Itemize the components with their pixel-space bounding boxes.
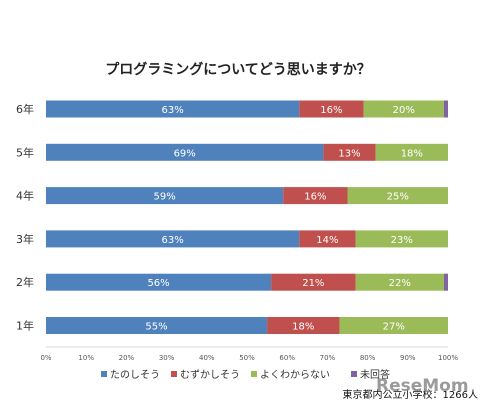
logo-wordmark: ReseMom [376,376,469,396]
x-tick-label: 80% [360,354,376,362]
data-label: 16% [320,105,342,116]
bar-segment [46,230,300,248]
y-tick-label: 4年 [16,189,34,203]
data-label: 18% [401,148,423,159]
bar-segment [443,273,448,291]
x-tick-label: 0% [40,354,51,362]
data-label: 59% [153,192,175,203]
bar-segment [46,143,324,161]
data-label: 22% [389,278,411,289]
source-note: 東京都内公立小学校：1266人 [343,388,478,401]
data-label: 56% [147,278,169,289]
data-label: 18% [292,322,314,333]
bar-segment [267,317,340,334]
legend-swatch [171,371,177,377]
chart-title: プログラミングについてどう思いますか？ [105,61,371,78]
data-label: 63% [162,235,184,246]
x-tick-label: 70% [320,354,336,362]
bar-segment [299,230,356,248]
legend-label: 未回答 [360,368,390,381]
bar-segment [375,143,448,161]
legend-swatch [251,371,257,377]
data-label: 20% [393,105,415,116]
legend-swatch [101,371,107,377]
resemom-logo: ReseMom [376,376,469,396]
data-label: 63% [162,105,184,116]
x-tick-label: 50% [239,354,255,362]
x-axis: 0% 10% 20% 30% 40% 50% 60% 70% 80% 90% 100% [40,346,458,362]
data-label: 25% [387,192,409,203]
x-tick-label: 100% [438,354,458,362]
data-label: 16% [304,192,326,203]
bar-segment [271,273,356,291]
data-label: 21% [302,278,324,289]
bar-segment [355,273,444,291]
data-label: 14% [316,235,338,246]
x-tick-label: 20% [119,354,135,362]
legend: たのしそう むずかしそう よくわからない 未回答 [101,368,390,381]
bar-segment [46,100,300,118]
data-label: 13% [338,148,360,159]
x-tick-label: 40% [199,354,215,362]
legend-swatch [351,371,357,377]
y-tick-label: 6年 [16,102,34,116]
bar-segment [363,100,444,118]
bar-segment [443,100,448,118]
bar-segment [323,143,376,161]
y-tick-label: 2年 [16,275,34,289]
bar-segment [355,230,448,248]
y-tick-label: 1年 [16,319,34,333]
data-label: 69% [174,148,196,159]
data-label: 27% [383,322,405,333]
legend-label: よくわからない [260,369,330,381]
bar-segment [46,273,272,291]
y-tick-label: 3年 [16,232,34,246]
bar-segment [46,317,268,334]
data-label: 55% [145,322,167,333]
x-tick-label: 30% [159,354,175,362]
x-tick-label: 90% [400,354,416,362]
bar-segment [347,187,448,205]
y-tick-label: 5年 [16,145,34,159]
bar-segment [46,187,284,205]
x-tick-label: 60% [279,354,295,362]
bar-segment [283,187,348,205]
data-label: 23% [391,235,413,246]
y-axis-labels: 6年 5年 4年 3年 2年 1年 [16,102,34,333]
bars-group: 63% 16% 20% 69% 13% 18% 59% 16% 25% 63% 14% 23% 56% 2… [46,100,448,334]
bar-segment [299,100,364,118]
legend-label: たのしそう [110,369,160,381]
legend-label: むずかしそう [180,369,240,381]
bar-segment [339,317,448,334]
x-tick-label: 10% [78,354,94,362]
